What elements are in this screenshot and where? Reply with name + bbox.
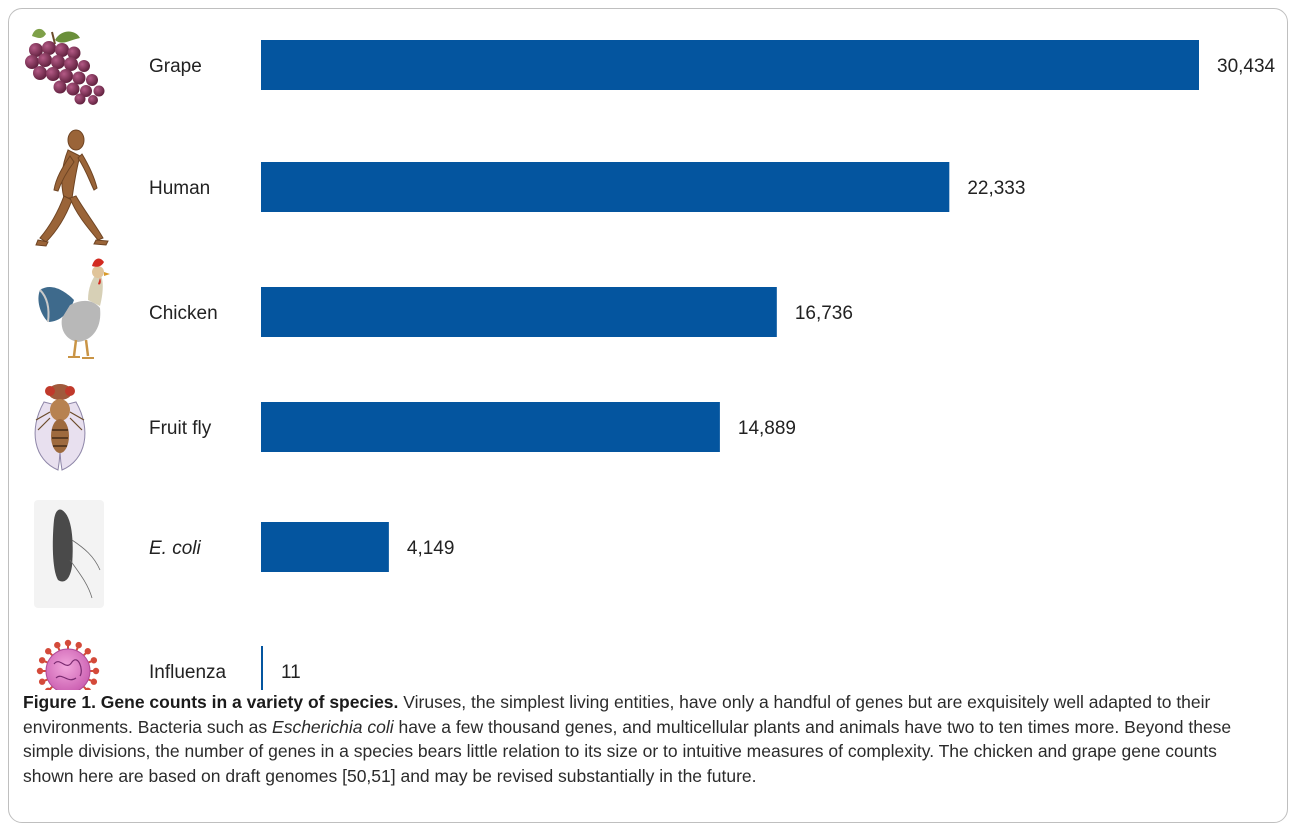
bar-human xyxy=(261,162,950,212)
influenza-icon xyxy=(36,639,100,690)
caption-text-2: have a few thousand genes, and multicell… xyxy=(23,716,1232,786)
bar-chicken xyxy=(261,287,777,337)
category-label: Fruit fly xyxy=(149,418,212,439)
value-label: 4,149 xyxy=(407,538,455,559)
value-label: 16,736 xyxy=(795,303,853,324)
category-label: Influenza xyxy=(149,662,227,683)
value-label: 22,333 xyxy=(967,178,1025,199)
bar-chart: Grape Human Chicken Fruit fly E. coli Influen… xyxy=(25,28,1276,690)
caption-text-1: Viruses, the simplest living entities, h… xyxy=(23,692,1211,737)
category-label: Human xyxy=(149,178,210,199)
e-coli-icon xyxy=(34,500,104,608)
value-label: 11 xyxy=(281,662,301,683)
fruit-fly-icon xyxy=(34,384,86,471)
bar-fruit-fly xyxy=(261,402,720,452)
category-label: Grape xyxy=(149,56,202,77)
figure-frame xyxy=(8,8,1288,823)
bar-influenza xyxy=(261,646,263,690)
human-icon xyxy=(35,129,109,247)
value-label: 30,434 xyxy=(1217,56,1276,77)
caption-title: Figure 1. Gene counts in a variety of sp… xyxy=(23,692,399,712)
figure-caption: Figure 1. Gene counts in a variety of sp… xyxy=(23,690,1268,788)
bar-e-coli xyxy=(261,522,389,572)
caption-species-name: Escherichia coli xyxy=(272,716,394,737)
value-label: 14,889 xyxy=(738,418,796,439)
chicken-icon xyxy=(38,258,110,359)
category-label: E. coli xyxy=(149,538,202,559)
bar-grape xyxy=(261,40,1199,90)
grape-icon xyxy=(25,28,105,105)
category-label: Chicken xyxy=(149,303,218,324)
